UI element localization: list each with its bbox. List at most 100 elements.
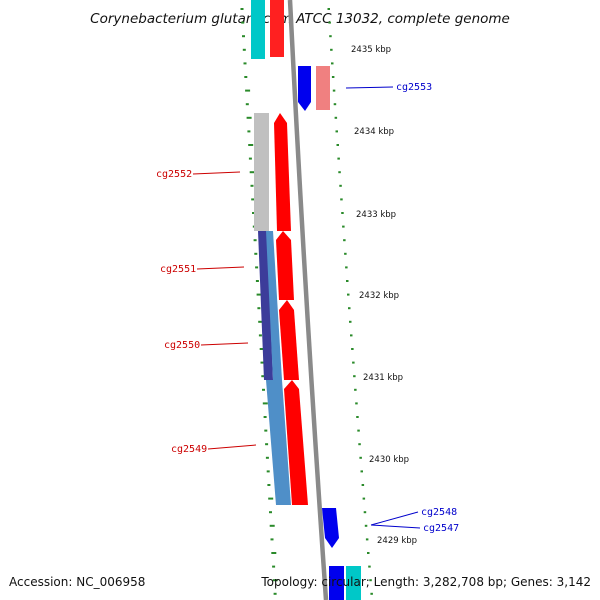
inner-tick xyxy=(253,239,257,242)
scale-label-2433: 2433 kbp xyxy=(356,210,396,220)
inner-tick xyxy=(265,443,269,446)
outer-tick xyxy=(358,443,361,446)
outer-tick xyxy=(369,579,372,582)
red-cds-top xyxy=(270,0,284,57)
outer-tick xyxy=(355,402,358,405)
accession-text: Accession: NC_006958 xyxy=(9,575,145,589)
outer-tick xyxy=(327,8,330,10)
inner-tick xyxy=(247,130,251,133)
red-cds-cg2551 xyxy=(276,231,294,300)
outer-tick xyxy=(342,225,345,228)
inner-tick xyxy=(257,307,261,310)
outer-tick xyxy=(343,239,346,242)
outer-tick xyxy=(345,266,348,269)
inner-tick xyxy=(254,252,258,255)
gene-label-cg2553[interactable]: cg2553 xyxy=(396,82,432,93)
outer-tick xyxy=(350,334,353,337)
outer-tick xyxy=(333,103,337,106)
scale-label-2432: 2432 kbp xyxy=(359,291,399,301)
outer-tick xyxy=(354,388,357,391)
outer-tick xyxy=(362,497,366,500)
inner-tick xyxy=(248,157,252,160)
outer-tick xyxy=(364,524,368,527)
gene-label-cg2552[interactable]: cg2552 xyxy=(156,169,192,180)
outer-tick xyxy=(360,470,363,473)
inner-tick xyxy=(249,171,255,174)
inner-tick xyxy=(263,416,267,418)
scale-label-2430: 2430 kbp xyxy=(369,455,409,465)
genome-title: Corynebacterium glutamicum ATCC 13032, c… xyxy=(90,11,510,27)
outer-tick xyxy=(347,293,350,296)
inner-tick xyxy=(255,280,259,282)
outer-tick xyxy=(340,198,343,201)
leader-line-cg2551 xyxy=(196,266,245,270)
inner-tick xyxy=(270,538,274,541)
inner-tick xyxy=(245,89,251,92)
outer-tick xyxy=(344,252,347,255)
gene-label-cg2549[interactable]: cg2549 xyxy=(171,444,207,455)
outer-tick xyxy=(353,375,356,378)
outer-tick xyxy=(357,429,360,432)
navy-feature-cg2551 xyxy=(258,231,273,380)
inner-tick xyxy=(271,552,277,554)
topology-text: Topology: circular; Length: 3,282,708 bp… xyxy=(260,575,591,589)
inner-tick xyxy=(242,35,245,38)
blue-cds-cg2553 xyxy=(298,66,311,111)
leader-line-cg2553 xyxy=(345,86,394,89)
inner-tick xyxy=(261,375,267,378)
outer-tick xyxy=(367,552,370,554)
outer-tick xyxy=(346,280,349,282)
scale-label-2429: 2429 kbp xyxy=(377,536,417,546)
red-cds-cg2549 xyxy=(284,380,308,505)
outer-tick xyxy=(330,48,333,51)
inner-tick xyxy=(255,266,259,269)
inner-tick xyxy=(246,116,252,119)
outer-tick xyxy=(370,592,373,595)
inner-tick xyxy=(251,198,257,201)
outer-tick xyxy=(338,171,341,174)
inner-tick xyxy=(258,320,264,323)
outer-tick xyxy=(335,130,338,133)
cyan-feature-bottom xyxy=(346,566,361,600)
inner-tick xyxy=(272,565,276,568)
leader-line-cg2550 xyxy=(200,342,249,346)
outer-tick xyxy=(361,484,365,486)
inner-tick xyxy=(245,103,249,106)
outer-tick xyxy=(329,35,332,38)
outer-tick xyxy=(331,76,335,78)
outer-tick xyxy=(331,62,334,65)
inner-tick xyxy=(252,212,255,214)
inner-tick xyxy=(262,402,268,405)
gene-label-cg2547[interactable]: cg2547 xyxy=(423,523,459,534)
inner-tick xyxy=(256,293,262,296)
inner-tick xyxy=(269,511,272,514)
outer-tick xyxy=(351,348,354,350)
inner-tick xyxy=(242,48,246,51)
scale-label-2434: 2434 kbp xyxy=(354,127,394,137)
leader-line-cg2552 xyxy=(192,171,241,175)
outer-tick xyxy=(348,307,351,310)
outer-tick xyxy=(336,144,339,146)
gene-label-cg2550[interactable]: cg2550 xyxy=(164,340,200,351)
inner-tick xyxy=(269,524,275,527)
leader-line-cg2548 xyxy=(370,511,419,526)
outer-tick xyxy=(337,157,340,160)
inner-tick xyxy=(272,579,278,582)
inner-tick-ruler xyxy=(240,8,278,595)
inner-tick xyxy=(267,484,271,486)
gray-feature-cg2552 xyxy=(254,113,269,231)
gene-label-cg2551[interactable]: cg2551 xyxy=(160,264,196,275)
gene-label-cg2548[interactable]: cg2548 xyxy=(421,507,457,518)
blue-cds-cg2548 xyxy=(322,508,339,548)
outer-tick xyxy=(352,361,355,364)
steelblue-feature-cg2551 xyxy=(266,231,282,380)
outer-tick-ruler xyxy=(327,8,373,595)
inner-tick xyxy=(266,470,270,473)
outer-tick xyxy=(363,511,367,514)
steelblue-feature-cg2549 xyxy=(266,380,291,505)
inner-tick xyxy=(268,497,274,500)
inner-tick xyxy=(262,388,265,391)
blue-cds-bottom xyxy=(329,566,344,600)
outer-tick xyxy=(359,456,362,459)
